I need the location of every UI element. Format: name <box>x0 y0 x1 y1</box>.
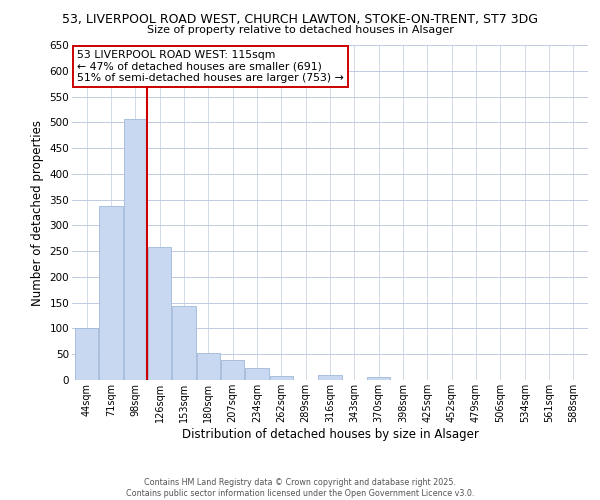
Text: Size of property relative to detached houses in Alsager: Size of property relative to detached ho… <box>146 25 454 35</box>
Y-axis label: Number of detached properties: Number of detached properties <box>31 120 44 306</box>
Bar <box>221 360 244 380</box>
Bar <box>197 352 220 380</box>
Bar <box>148 247 171 380</box>
Bar <box>367 378 390 380</box>
Bar <box>270 376 293 380</box>
Bar <box>124 118 147 380</box>
Bar <box>319 375 341 380</box>
Text: 53, LIVERPOOL ROAD WEST, CHURCH LAWTON, STOKE-ON-TRENT, ST7 3DG: 53, LIVERPOOL ROAD WEST, CHURCH LAWTON, … <box>62 12 538 26</box>
X-axis label: Distribution of detached houses by size in Alsager: Distribution of detached houses by size … <box>182 428 478 440</box>
Bar <box>100 206 122 380</box>
Bar <box>172 306 196 380</box>
Text: Contains HM Land Registry data © Crown copyright and database right 2025.
Contai: Contains HM Land Registry data © Crown c… <box>126 478 474 498</box>
Bar <box>75 328 98 380</box>
Text: 53 LIVERPOOL ROAD WEST: 115sqm
← 47% of detached houses are smaller (691)
51% of: 53 LIVERPOOL ROAD WEST: 115sqm ← 47% of … <box>77 50 344 83</box>
Bar <box>245 368 269 380</box>
